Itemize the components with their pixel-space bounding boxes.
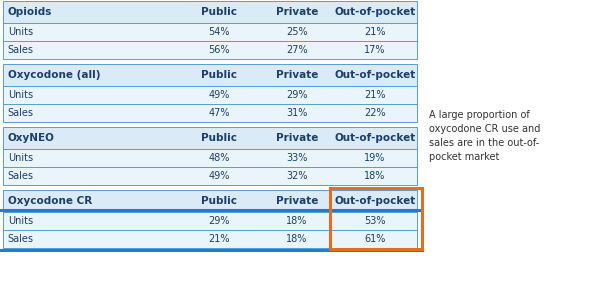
Bar (3, 23, 417, 41)
Text: 18%: 18% (286, 234, 308, 244)
Text: Sales: Sales (8, 108, 34, 118)
Text: Oxycodone (all): Oxycodone (all) (8, 70, 100, 80)
Bar (3, 190, 417, 212)
Bar (3, 149, 417, 167)
Text: 27%: 27% (286, 45, 308, 55)
Text: 19%: 19% (364, 153, 386, 163)
Text: Units: Units (8, 90, 33, 100)
Text: 54%: 54% (208, 27, 230, 37)
Text: 29%: 29% (286, 90, 308, 100)
Text: 25%: 25% (286, 27, 308, 37)
Text: 33%: 33% (286, 153, 308, 163)
Text: Sales: Sales (8, 171, 34, 181)
Bar (3, 64, 417, 86)
Text: 21%: 21% (208, 234, 230, 244)
Text: Public: Public (201, 7, 237, 18)
Text: Out-of-pocket: Out-of-pocket (334, 7, 416, 18)
Text: Units: Units (8, 153, 33, 163)
Text: Private: Private (276, 7, 318, 18)
Text: 29%: 29% (208, 216, 230, 226)
Text: 21%: 21% (364, 27, 386, 37)
Text: Private: Private (276, 70, 318, 80)
Text: Out-of-pocket: Out-of-pocket (334, 133, 416, 143)
Text: 56%: 56% (208, 45, 230, 55)
Text: 18%: 18% (364, 171, 386, 181)
Text: Public: Public (201, 133, 237, 143)
Text: Opioids: Opioids (8, 7, 52, 18)
Text: 32%: 32% (286, 171, 308, 181)
Bar (3, 127, 417, 149)
Text: OxyNEO: OxyNEO (8, 133, 55, 143)
Text: Sales: Sales (8, 234, 34, 244)
Text: 49%: 49% (208, 90, 230, 100)
Bar (3, 104, 417, 122)
Text: Units: Units (8, 216, 33, 226)
Text: 31%: 31% (286, 108, 308, 118)
Bar (3, 230, 417, 248)
Bar (3, 167, 417, 185)
Bar (3, 1, 417, 23)
Text: 21%: 21% (364, 90, 386, 100)
Text: 53%: 53% (364, 216, 386, 226)
Text: Private: Private (276, 133, 318, 143)
Text: 18%: 18% (286, 216, 308, 226)
Text: Public: Public (201, 70, 237, 80)
Text: Oxycodone CR: Oxycodone CR (8, 196, 92, 206)
Text: Units: Units (8, 27, 33, 37)
Text: 61%: 61% (364, 234, 386, 244)
Text: 17%: 17% (364, 45, 386, 55)
Text: Private: Private (276, 196, 318, 206)
Bar (3, 86, 417, 104)
Text: Out-of-pocket: Out-of-pocket (334, 70, 416, 80)
Text: A large proportion of
oxycodone CR use and
sales are in the out-of-
pocket marke: A large proportion of oxycodone CR use a… (429, 110, 541, 162)
Text: 48%: 48% (208, 153, 230, 163)
Text: 47%: 47% (208, 108, 230, 118)
Bar (3, 41, 417, 59)
Text: Sales: Sales (8, 45, 34, 55)
Bar (3, 212, 417, 230)
Text: Out-of-pocket: Out-of-pocket (334, 196, 416, 206)
Text: 22%: 22% (364, 108, 386, 118)
Text: Public: Public (201, 196, 237, 206)
Text: 49%: 49% (208, 171, 230, 181)
